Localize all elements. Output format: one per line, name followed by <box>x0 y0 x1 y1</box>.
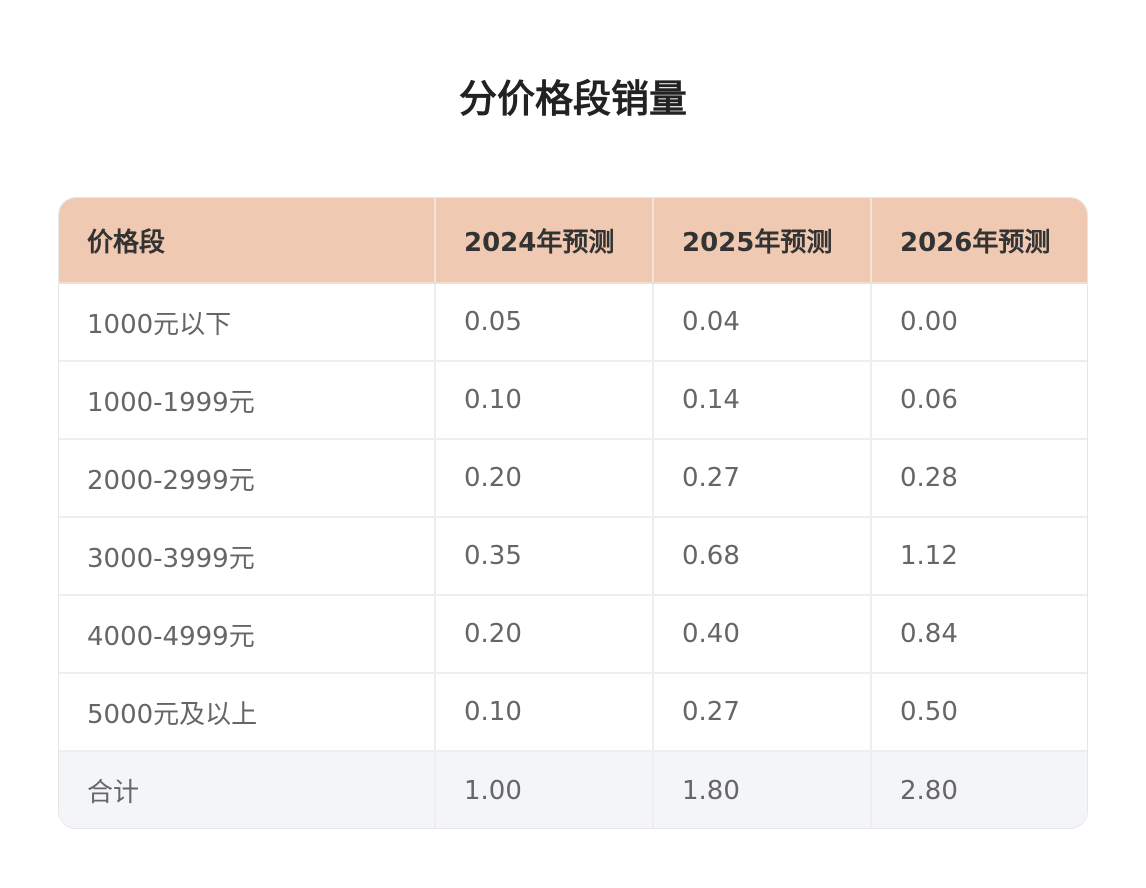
cell-2025: 0.27 <box>653 673 872 752</box>
cell-2025: 0.40 <box>653 595 872 674</box>
cell-price-range: 5000元及以上 <box>59 673 436 752</box>
table-row: 1000元以下 0.05 0.04 0.00 <box>59 283 1087 362</box>
cell-2025: 0.04 <box>653 283 872 362</box>
cell-2026: 0.50 <box>871 673 1087 752</box>
table-row: 5000元及以上 0.10 0.27 0.50 <box>59 673 1087 752</box>
cell-2024: 0.20 <box>435 439 654 518</box>
cell-price-range: 3000-3999元 <box>59 517 436 596</box>
total-2024: 1.00 <box>435 751 654 828</box>
cell-price-range: 2000-2999元 <box>59 439 436 518</box>
table-row: 1000-1999元 0.10 0.14 0.06 <box>59 361 1087 440</box>
cell-2025: 0.14 <box>653 361 872 440</box>
table-row: 4000-4999元 0.20 0.40 0.84 <box>59 595 1087 674</box>
header-2024-forecast: 2024年预测 <box>435 198 654 284</box>
header-2025-forecast: 2025年预测 <box>653 198 872 284</box>
total-2025: 1.80 <box>653 751 872 828</box>
cell-2025: 0.68 <box>653 517 872 596</box>
total-2026: 2.80 <box>871 751 1087 828</box>
table-total-row: 合计 1.00 1.80 2.80 <box>59 751 1087 828</box>
table-row: 2000-2999元 0.20 0.27 0.28 <box>59 439 1087 518</box>
cell-price-range: 1000元以下 <box>59 283 436 362</box>
cell-price-range: 4000-4999元 <box>59 595 436 674</box>
cell-2024: 0.05 <box>435 283 654 362</box>
cell-2024: 0.35 <box>435 517 654 596</box>
cell-2025: 0.27 <box>653 439 872 518</box>
cell-2024: 0.10 <box>435 361 654 440</box>
cell-2024: 0.20 <box>435 595 654 674</box>
sales-table: 价格段 2024年预测 2025年预测 2026年预测 1000元以下 0.05… <box>59 198 1087 828</box>
total-label: 合计 <box>59 751 436 828</box>
table-header-row: 价格段 2024年预测 2025年预测 2026年预测 <box>59 198 1087 284</box>
cell-price-range: 1000-1999元 <box>59 361 436 440</box>
cell-2024: 0.10 <box>435 673 654 752</box>
cell-2026: 0.84 <box>871 595 1087 674</box>
table-row: 3000-3999元 0.35 0.68 1.12 <box>59 517 1087 596</box>
cell-2026: 1.12 <box>871 517 1087 596</box>
cell-2026: 0.00 <box>871 283 1087 362</box>
page-title: 分价格段销量 <box>458 77 687 121</box>
header-price-range: 价格段 <box>59 198 436 284</box>
sales-table-container: 价格段 2024年预测 2025年预测 2026年预测 1000元以下 0.05… <box>58 197 1088 829</box>
cell-2026: 0.28 <box>871 439 1087 518</box>
header-2026-forecast: 2026年预测 <box>871 198 1087 284</box>
cell-2026: 0.06 <box>871 361 1087 440</box>
